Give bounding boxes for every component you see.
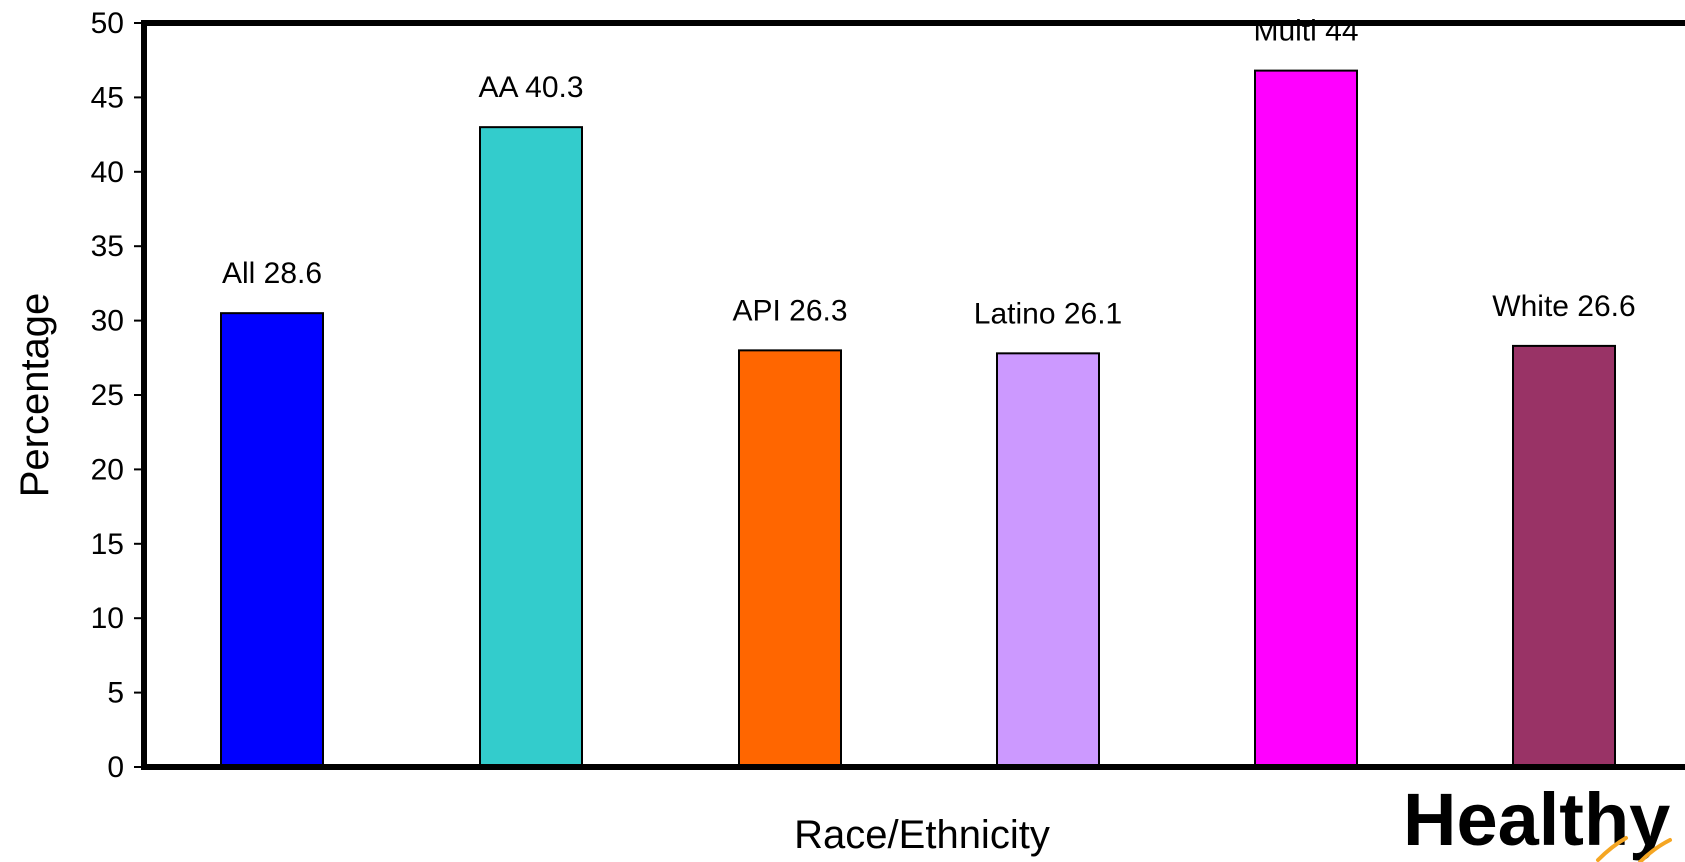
bar-multi <box>1255 71 1357 767</box>
y-tick-label: 25 <box>91 379 124 412</box>
y-tick-label: 15 <box>91 528 124 561</box>
logo-text: Healthy Li <box>1403 778 1685 861</box>
data-labels: All 28.6 AA 40.3 API 26.3 Latino 26.1 Multi … <box>222 15 1636 331</box>
bar-aa <box>480 127 582 767</box>
y-tick-label: 40 <box>91 156 124 189</box>
y-tick-label: 20 <box>91 453 124 486</box>
data-label-white: White 26.6 <box>1492 290 1635 323</box>
data-label-api: API 26.3 <box>732 294 847 327</box>
y-tick-label: 5 <box>107 677 124 710</box>
data-label-aa: AA 40.3 <box>478 71 583 104</box>
bar-api <box>739 350 841 767</box>
x-axis-title: Race/Ethnicity <box>794 813 1050 857</box>
y-tick-label: 10 <box>91 602 124 635</box>
y-tick-label: 50 <box>91 7 124 40</box>
y-axis-title: Percentage <box>13 293 57 498</box>
y-axis: 0 5 10 15 20 25 30 35 40 45 50 <box>91 7 144 784</box>
y-tick-label: 30 <box>91 305 124 338</box>
logo: Healthy Li <box>1403 778 1685 862</box>
y-tick-label: 0 <box>107 751 124 784</box>
bar-white <box>1513 346 1615 767</box>
y-tick-label: 35 <box>91 230 124 263</box>
plot-frame <box>144 23 1685 767</box>
bars <box>221 71 1615 767</box>
bar-latino <box>997 353 1099 767</box>
data-label-all: All 28.6 <box>222 257 322 290</box>
bar-all <box>221 313 323 767</box>
data-label-multi: Multi 44 <box>1253 15 1358 48</box>
data-label-latino: Latino 26.1 <box>974 297 1122 330</box>
y-tick-label: 45 <box>91 81 124 114</box>
